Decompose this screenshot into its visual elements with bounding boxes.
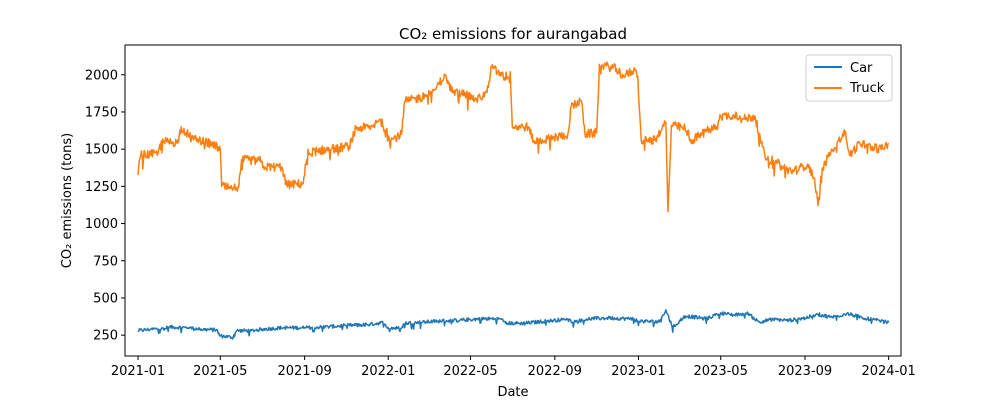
chart-title: CO₂ emissions for aurangabad: [399, 25, 627, 43]
y-tick-label: 1750: [85, 105, 118, 120]
y-axis: 250 500 750 1000 1250 1500 1750 2000: [85, 68, 125, 344]
x-tick-label: 2022-05: [443, 364, 497, 379]
x-tick-label: 2023-05: [694, 364, 748, 379]
y-tick-label: 1250: [85, 180, 118, 195]
x-tick-label: 2021-09: [277, 364, 331, 379]
x-tick-label: 2024-01: [861, 364, 915, 379]
x-tick-label: 2021-01: [111, 364, 165, 379]
legend: Car Truck: [805, 54, 893, 102]
x-axis: 2021-01 2021-05 2021-09 2022-01 2022-05 2022-…: [111, 356, 916, 379]
series-line-car: [137, 309, 890, 340]
x-tick-label: 2023-01: [611, 364, 665, 379]
x-axis-label: Date: [497, 385, 528, 400]
x-tick-label: 2022-01: [361, 364, 415, 379]
y-tick-label: 1000: [85, 217, 118, 232]
y-tick-label: 750: [93, 254, 118, 269]
y-axis-label: CO₂ emissions (tons): [60, 133, 75, 268]
series-line-truck: [137, 61, 890, 213]
x-tick-label: 2022-09: [528, 364, 582, 379]
legend-label-truck: Truck: [849, 81, 885, 96]
y-tick-label: 250: [93, 329, 118, 344]
axes-frame: [124, 44, 902, 357]
y-tick-label: 1500: [85, 143, 118, 158]
legend-label-car: Car: [850, 61, 873, 76]
x-tick-label: 2021-05: [193, 364, 247, 379]
y-tick-label: 2000: [85, 68, 118, 83]
plot-lines: [137, 61, 890, 340]
y-tick-label: 500: [93, 291, 118, 306]
x-tick-label: 2023-09: [778, 364, 832, 379]
